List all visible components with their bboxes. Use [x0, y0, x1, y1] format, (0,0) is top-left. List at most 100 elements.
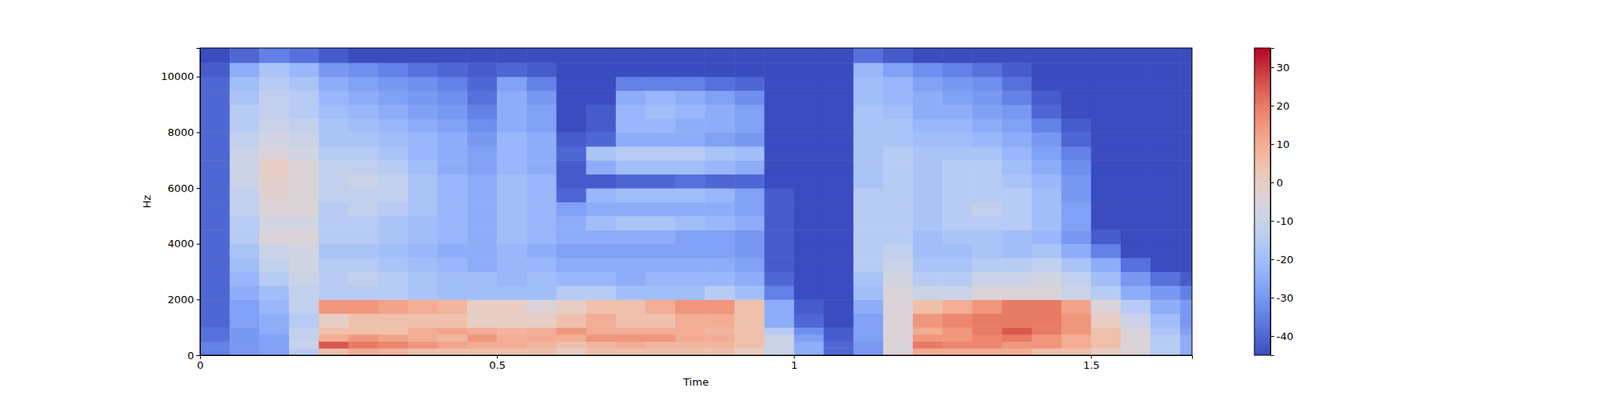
cell: [645, 244, 676, 259]
cell: [1150, 299, 1181, 314]
cell: [912, 76, 944, 92]
cell: [437, 348, 468, 356]
cell: [1091, 272, 1122, 287]
cell: [288, 216, 320, 231]
cell: [1001, 334, 1032, 342]
cell: [437, 341, 468, 349]
cell: [1180, 118, 1192, 133]
cell: [1180, 160, 1192, 175]
cell: [496, 48, 528, 64]
cell: [288, 174, 320, 189]
cell: [1061, 216, 1092, 231]
cell: [200, 244, 231, 259]
cell: [1091, 174, 1122, 189]
cell: [1032, 313, 1063, 328]
cell: [200, 285, 231, 300]
cell: [1120, 327, 1152, 335]
cell: [1061, 62, 1092, 77]
cell: [1120, 201, 1152, 216]
cell: [526, 160, 557, 175]
cell: [883, 188, 914, 203]
cell: [467, 244, 498, 259]
cell: [259, 216, 290, 231]
cell: [794, 48, 825, 64]
cell: [764, 118, 795, 133]
cell: [704, 257, 736, 272]
cell: [645, 257, 676, 272]
cell: [853, 188, 884, 203]
cell: [824, 285, 855, 300]
tick-mark: [1270, 297, 1275, 299]
cell: [586, 272, 617, 287]
cell: [1032, 216, 1063, 231]
cell: [200, 327, 231, 335]
cell: [704, 48, 736, 64]
cell: [1120, 62, 1152, 77]
cell: [942, 48, 973, 64]
cell: [319, 229, 350, 244]
cell: [1061, 244, 1092, 259]
cell: [1150, 272, 1181, 287]
cell: [526, 118, 557, 133]
cell: [408, 174, 439, 189]
cell: [675, 229, 706, 244]
cell: [675, 334, 706, 342]
cell: [467, 132, 498, 147]
cell: [1180, 216, 1192, 231]
tick: 30: [1270, 61, 1290, 74]
cell: [645, 160, 676, 175]
cell: [883, 229, 914, 244]
cell: [1091, 334, 1122, 342]
cell: [853, 76, 884, 92]
cell: [1001, 285, 1032, 300]
cell: [853, 90, 884, 105]
cell: [556, 229, 588, 244]
tick-label: 10: [1276, 138, 1291, 151]
cell: [1061, 341, 1092, 349]
cell: [912, 146, 944, 161]
cell: [288, 348, 320, 356]
cell: [675, 90, 706, 105]
cell: [883, 348, 914, 356]
cell: [556, 174, 588, 189]
cell: [734, 118, 765, 133]
cell: [883, 201, 914, 216]
cell: [704, 160, 736, 175]
cell: [1120, 334, 1152, 342]
tick-label: 20: [1276, 100, 1291, 112]
cell: [408, 216, 439, 231]
x-axis-title: Time: [682, 376, 709, 388]
cell: [1150, 62, 1181, 77]
cell: [259, 48, 290, 64]
cell: [645, 90, 676, 105]
cell: [586, 348, 617, 356]
cell: [616, 327, 647, 335]
cell: [704, 62, 736, 77]
cell: [734, 299, 765, 314]
cell: [229, 160, 260, 175]
cell: [764, 104, 795, 120]
cell: [200, 341, 231, 349]
tick-label: 10000: [160, 70, 194, 83]
cell: [378, 201, 409, 216]
cell: [942, 188, 973, 203]
cell: [1120, 313, 1152, 328]
cell: [586, 201, 617, 216]
cell: [319, 118, 350, 133]
cell: [229, 188, 260, 203]
cell: [704, 285, 736, 300]
cell: [883, 174, 914, 189]
cell: [378, 327, 409, 335]
tick-mark: [1270, 67, 1275, 68]
cell: [348, 132, 380, 147]
cell: [319, 257, 350, 272]
cell: [378, 348, 409, 356]
cell: [586, 216, 617, 231]
cell: [1061, 285, 1092, 300]
cell: [883, 90, 914, 105]
cell: [853, 299, 884, 314]
cell: [1120, 104, 1152, 120]
cell: [734, 257, 765, 272]
cell: [288, 327, 320, 335]
cell: [1091, 188, 1122, 203]
